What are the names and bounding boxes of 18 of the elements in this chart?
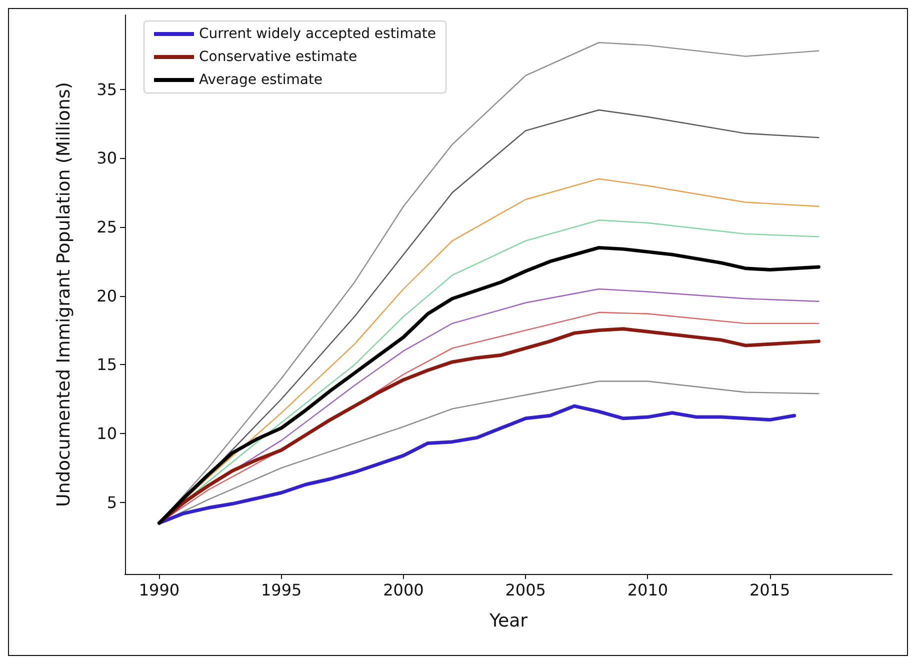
y-tick-label: 5 [106,492,117,512]
legend-label: Average estimate [199,72,323,88]
y-tick-label: 10 [96,424,117,444]
y-tick-label: 15 [96,355,117,374]
x-tick-label: 2010 [627,580,668,600]
x-tick-label: 1995 [260,580,302,600]
y-tick-label: 25 [96,218,117,237]
legend-label: Current widely accepted estimate [199,26,436,42]
y-tick-label: 30 [96,148,117,168]
x-tick-label: 2005 [505,580,546,600]
y-tick-label: 35 [96,80,117,99]
x-tick-label: 2000 [383,580,424,600]
x-tick-label: 1990 [138,580,180,600]
x-tick-label: 2015 [750,580,790,600]
y-axis-title: Undocumented Immigrant Population (Millions) [54,82,74,507]
legend-label: Conservative estimate [199,49,358,65]
y-tick-label: 20 [96,286,117,306]
x-axis-title: Year [488,610,528,632]
